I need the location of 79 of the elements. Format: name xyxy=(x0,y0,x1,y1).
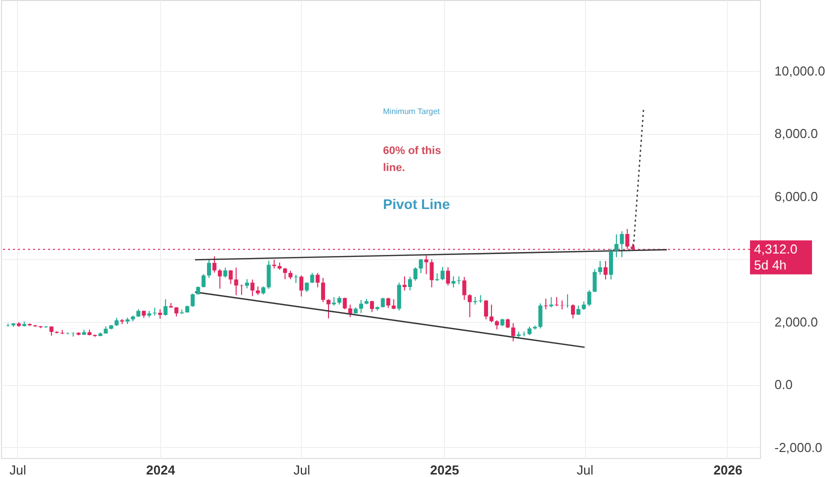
candlestick xyxy=(174,306,178,318)
candlestick xyxy=(206,258,211,278)
x-tick-label: Jul xyxy=(576,462,594,477)
candlestick xyxy=(326,298,331,319)
y-tick-label: 2,000.0 xyxy=(774,314,818,330)
candlestick xyxy=(494,320,499,330)
candlestick xyxy=(245,278,250,289)
candlestick xyxy=(304,282,309,293)
candlestick xyxy=(190,293,195,308)
candlestick xyxy=(218,268,222,290)
candlestick xyxy=(446,266,450,286)
candlestick xyxy=(484,300,488,320)
candlestick xyxy=(625,228,630,250)
candlestick xyxy=(560,300,564,310)
y-tick-label: 10,000.0 xyxy=(774,63,825,78)
candlestick xyxy=(202,274,206,288)
candlestick xyxy=(435,272,440,282)
candlestick xyxy=(164,298,168,316)
candlestick xyxy=(223,267,228,278)
candlestick xyxy=(316,272,320,288)
candlestick xyxy=(392,298,396,310)
candlestick xyxy=(342,297,347,310)
candlestick xyxy=(266,260,271,290)
candlestick xyxy=(522,331,526,337)
candlestick xyxy=(234,267,238,296)
candlestick xyxy=(418,258,423,274)
x-tick-label: Jul xyxy=(294,462,310,477)
candlestick xyxy=(440,266,445,281)
candlestick xyxy=(608,248,613,280)
candlestick xyxy=(620,230,624,258)
candlestick xyxy=(430,258,434,288)
y-tick-label: -2,000.0 xyxy=(774,440,822,455)
candlestick xyxy=(299,274,304,297)
annotation: Pivot Line xyxy=(383,196,450,212)
candlestick xyxy=(587,290,592,307)
candlestick xyxy=(397,282,402,312)
candlestick xyxy=(566,294,570,308)
candlestick xyxy=(576,305,580,316)
candlestick xyxy=(614,234,618,258)
y-tick-label: 8,000.0 xyxy=(774,126,818,142)
candlestick xyxy=(49,326,54,336)
candlestick xyxy=(380,297,385,308)
candlestick xyxy=(489,304,494,323)
candlestick xyxy=(413,266,418,282)
candlestick xyxy=(321,277,326,303)
ref-line-label: 4,312.0 xyxy=(754,241,798,256)
candlestick xyxy=(228,270,233,284)
candlestick xyxy=(538,302,542,329)
candlestick xyxy=(348,304,352,318)
x-tick-label: Jul xyxy=(9,462,26,477)
candlestick xyxy=(212,256,216,274)
candlestick xyxy=(511,322,516,342)
annotation: 60% of this line. xyxy=(383,145,442,174)
candlestick xyxy=(402,276,407,291)
candlestick xyxy=(283,267,288,280)
y-tick-label: 0.0 xyxy=(774,377,793,392)
candlestick xyxy=(240,284,244,296)
candlestick xyxy=(598,260,602,275)
x-tick-label: 2025 xyxy=(430,462,460,477)
candlestick xyxy=(359,299,364,314)
candlestick xyxy=(424,255,428,275)
candlestick xyxy=(451,276,456,288)
candlestick xyxy=(506,318,510,329)
candlestick xyxy=(468,294,472,318)
candlestick xyxy=(462,276,466,300)
candlestick xyxy=(570,304,575,319)
candlestick xyxy=(592,268,597,293)
candlestick xyxy=(604,260,608,280)
annotation: Minimum Target xyxy=(383,107,441,116)
candlestick xyxy=(549,296,554,308)
candlestick xyxy=(386,297,390,309)
candlestick xyxy=(408,276,412,291)
candlestick xyxy=(158,308,162,320)
candlestick xyxy=(250,279,254,297)
x-tick-label: 2026 xyxy=(713,462,742,477)
annotation: 5d 4h xyxy=(754,257,787,272)
x-tick-label: 2024 xyxy=(146,462,176,477)
candlestick xyxy=(310,272,314,284)
y-tick-label: 6,000.0 xyxy=(774,188,818,204)
